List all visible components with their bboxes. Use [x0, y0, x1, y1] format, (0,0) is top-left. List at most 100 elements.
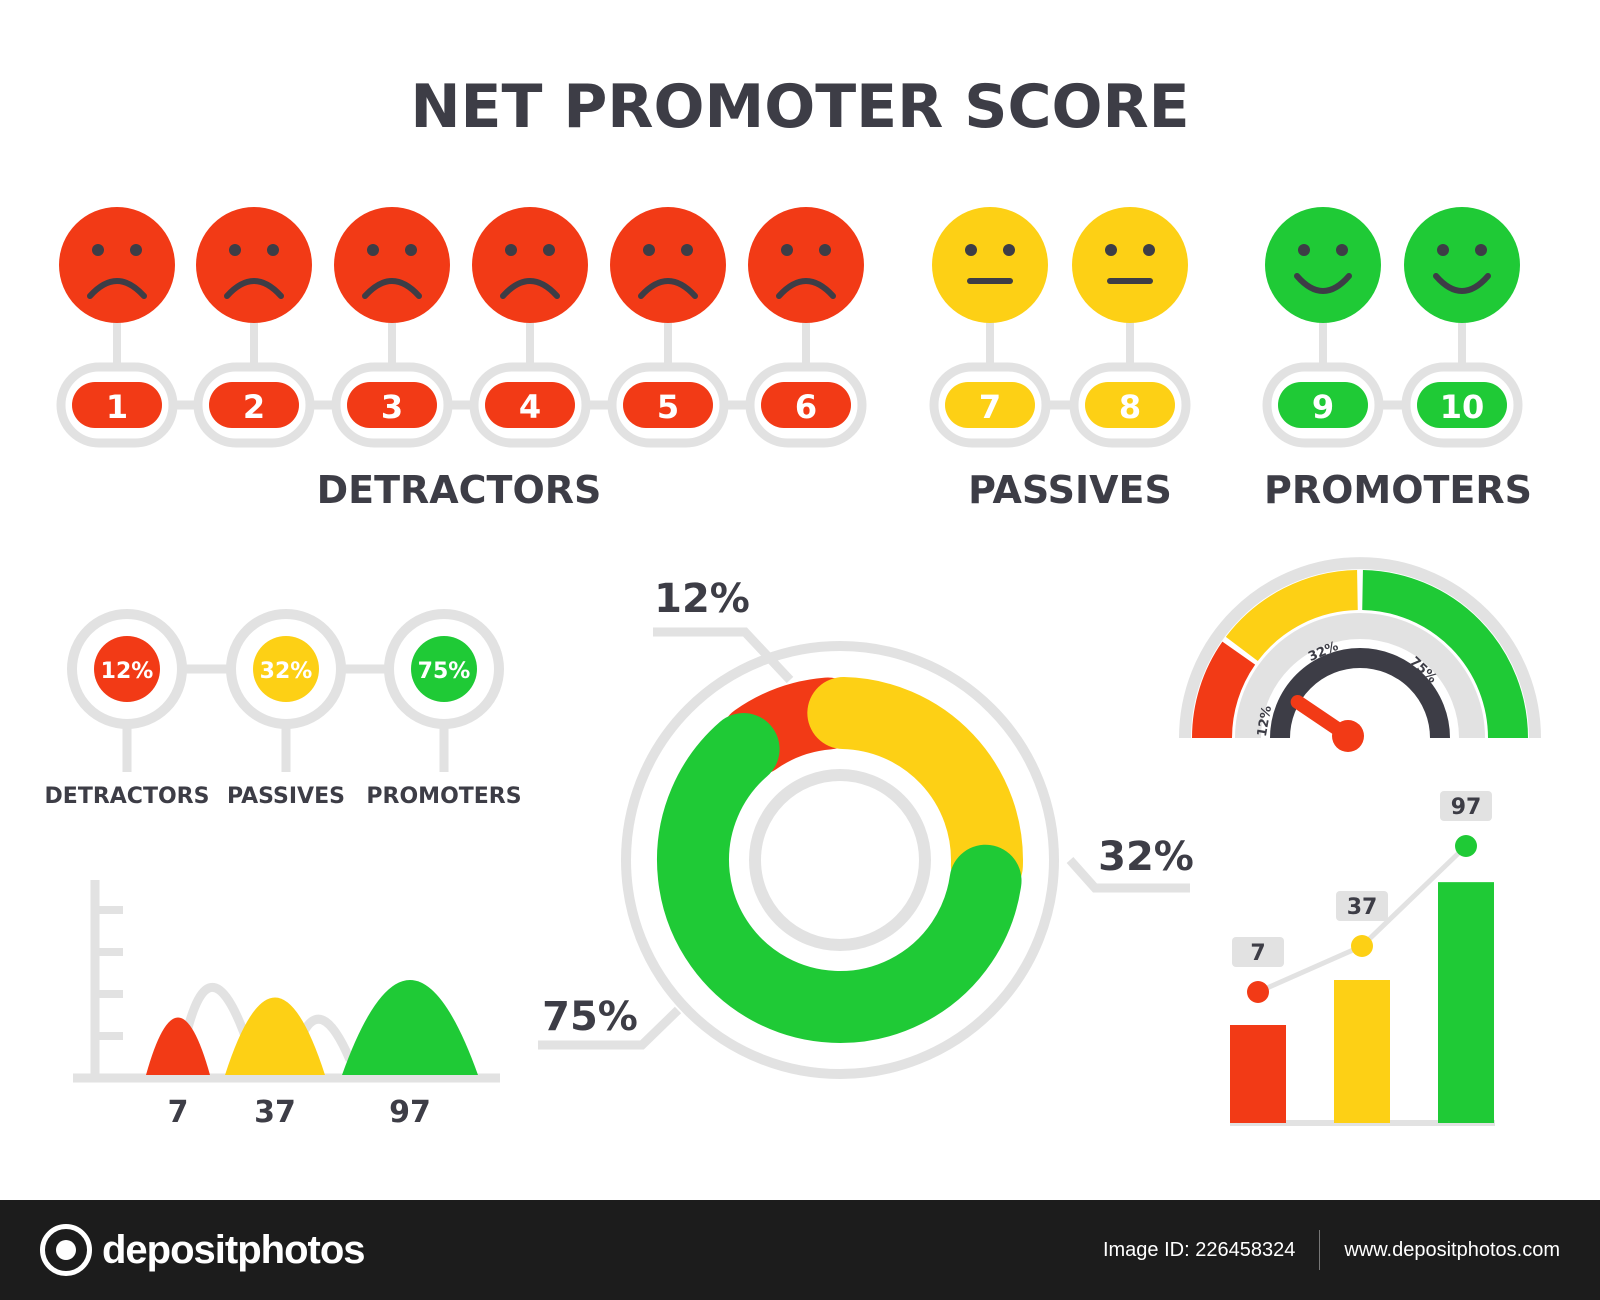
gauge-chart: 12%32%75% — [1179, 557, 1541, 752]
face-mouth — [87, 278, 147, 299]
score-pill-4 — [485, 382, 575, 428]
site-link[interactable]: www.depositphotos.com — [1344, 1238, 1560, 1261]
face-eye-left — [781, 244, 793, 256]
peak-value-label: 97 — [389, 1095, 431, 1130]
neutral-face-icon — [1072, 207, 1188, 323]
gauge-label-track — [1235, 613, 1485, 739]
face-mouth — [1433, 273, 1491, 294]
face-eye-right — [1475, 244, 1487, 256]
face-eye-left — [367, 244, 379, 256]
score-number-4: 4 — [519, 388, 541, 426]
badge-promoters — [411, 636, 477, 702]
group-label-detractors: DETRACTORS — [317, 468, 602, 512]
score-number-6: 6 — [795, 388, 817, 426]
bar-line-chart: 7 37 97 — [1230, 791, 1495, 1126]
face-mouth — [638, 278, 698, 299]
gauge-inner-arc — [1270, 648, 1450, 739]
gauge-outer-track — [1179, 557, 1541, 739]
score-pill-1 — [72, 382, 162, 428]
image-id: Image ID: 226458324 — [1102, 1238, 1296, 1261]
bar-trend-point — [1247, 981, 1269, 1003]
face-eye-right — [1336, 244, 1348, 256]
score-pill-7 — [945, 382, 1035, 428]
score-scale: 1 2 3 4 5 6 7 8 9 10 — [56, 207, 1523, 448]
face-eye-right — [405, 244, 417, 256]
face-eye-right — [130, 244, 142, 256]
score-number-2: 2 — [243, 388, 265, 426]
score-pill-2 — [209, 382, 299, 428]
bar-value-tag — [1336, 891, 1388, 921]
donut-label-1: 12% — [654, 576, 750, 622]
badge-detractors — [94, 636, 160, 702]
face-mouth — [362, 278, 422, 299]
face-eye-left — [643, 244, 655, 256]
footer-divider — [1319, 1230, 1321, 1270]
peak-2 — [225, 997, 325, 1075]
score-pill-9 — [1278, 382, 1368, 428]
brand-name: depositphotos — [102, 1227, 366, 1272]
face-eye-left — [229, 244, 241, 256]
face-eye-left — [1298, 244, 1310, 256]
donut-segment-3 — [657, 713, 1022, 1043]
face-eye-right — [681, 244, 693, 256]
donut-segment-2 — [807, 677, 1023, 902]
bar-trend-point — [1351, 935, 1373, 957]
happy-face-icon — [1404, 207, 1520, 323]
neutral-face-icon — [932, 207, 1048, 323]
sad-face-icon — [334, 207, 450, 323]
donut-callout-2 — [1066, 857, 1190, 893]
badge-value: 12% — [101, 659, 154, 684]
face-eye-right — [543, 244, 555, 256]
nps-infographic: NET PROMOTER SCORE 1 2 3 4 5 6 7 8 9 10 DETRACTOR… — [45, 72, 1541, 1130]
badge-label: PROMOTERS — [366, 784, 521, 809]
badge-label: PASSIVES — [227, 784, 345, 809]
bar-value-tag — [1232, 937, 1284, 967]
donut-chart: 12% 32% 75% — [538, 576, 1194, 1079]
score-number-1: 1 — [106, 388, 128, 426]
score-number-9: 9 — [1312, 388, 1334, 426]
peak-1 — [146, 1017, 210, 1075]
percent-badges: 12% DETRACTORS 32% PASSIVES 75% PROMOTERS — [45, 609, 522, 809]
footer-bar: depositphotos Image ID: 226458324 www.de… — [0, 1200, 1600, 1300]
face-mouth — [1294, 273, 1352, 294]
happy-face-icon — [1265, 207, 1381, 323]
badge-passives — [253, 636, 319, 702]
bar-value-tag — [1440, 791, 1492, 821]
donut-label-3: 75% — [542, 994, 638, 1040]
group-label-passives: PASSIVES — [968, 468, 1172, 512]
face-eye-left — [1105, 244, 1117, 256]
score-pill-6 — [761, 382, 851, 428]
donut-callout-3 — [538, 1006, 682, 1050]
face-eye-right — [1143, 244, 1155, 256]
badge-label: DETRACTORS — [45, 784, 210, 809]
score-number-8: 8 — [1119, 388, 1141, 426]
face-mouth — [776, 278, 836, 299]
gauge-segment-label: 12% — [1255, 705, 1275, 738]
gauge-segment-green — [1361, 570, 1528, 739]
badge-value: 32% — [260, 659, 313, 684]
donut-callout-1 — [653, 627, 794, 684]
sad-face-icon — [196, 207, 312, 323]
peak-chart: 7 37 97 — [73, 880, 500, 1130]
score-pill-8 — [1085, 382, 1175, 428]
bar-3 — [1438, 882, 1494, 1123]
bar-trend-point — [1455, 835, 1477, 857]
face-eye-right — [267, 244, 279, 256]
gauge-needle-hub — [1332, 720, 1364, 752]
brand-logo[interactable]: depositphotos — [40, 1224, 366, 1276]
face-mouth — [500, 278, 560, 299]
badge-value: 75% — [418, 659, 471, 684]
face-eye-left — [1437, 244, 1449, 256]
sad-face-icon — [472, 207, 588, 323]
donut-label-2: 32% — [1098, 834, 1194, 880]
camera-icon — [40, 1224, 92, 1276]
gauge-segment-red — [1192, 641, 1256, 739]
sad-face-icon — [59, 207, 175, 323]
face-mouth — [224, 278, 284, 299]
score-number-5: 5 — [657, 388, 679, 426]
bar-1 — [1230, 1025, 1286, 1123]
bar-value-label: 37 — [1347, 895, 1378, 920]
score-pill-3 — [347, 382, 437, 428]
peak-3 — [342, 980, 478, 1075]
face-eye-left — [92, 244, 104, 256]
